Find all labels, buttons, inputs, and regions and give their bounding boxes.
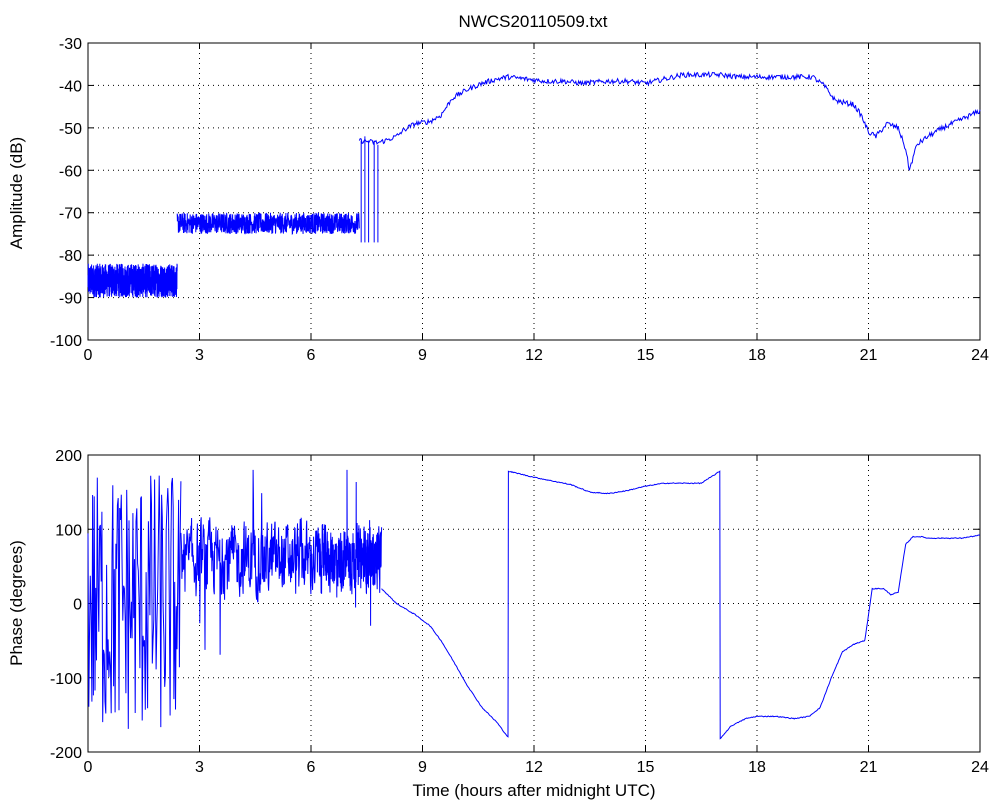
noisy-series-segment bbox=[87, 263, 178, 298]
y-tick-label: 0 bbox=[73, 597, 82, 614]
x-tick-label: 15 bbox=[637, 759, 655, 776]
x-tick-label: 6 bbox=[307, 347, 316, 364]
amplitude-axes: 0 3 6 9 12 15 18 21 24-100-90-80-70-60-50-40-30 … bbox=[7, 36, 989, 364]
y-tick-label: -70 bbox=[59, 206, 82, 223]
x-tick-label: 6 bbox=[307, 759, 316, 776]
figure-title: NWCS20110509.txt bbox=[459, 12, 608, 31]
phase-axes: 0 3 6 9 12 15 18 21 24 -200 -100 0 100 200 Phase (deg… bbox=[7, 448, 989, 800]
x-tick-label: 24 bbox=[971, 347, 989, 364]
y-tick-label: -80 bbox=[59, 248, 82, 265]
noisy-series-segment bbox=[176, 212, 360, 235]
y-tick-label: -90 bbox=[59, 291, 82, 308]
series-line bbox=[358, 70, 981, 171]
x-tick-label: 15 bbox=[637, 347, 655, 364]
x-tick-label: 0 bbox=[84, 759, 93, 776]
noisy-series-segment bbox=[180, 469, 319, 655]
phase-ticks: 0 3 6 9 12 15 18 21 24 -200 -100 0 100 200 bbox=[50, 448, 989, 776]
x-tick-label: 21 bbox=[860, 347, 878, 364]
x-tick-label: 21 bbox=[860, 759, 878, 776]
y-tick-label: -100 bbox=[50, 671, 82, 688]
y-tick-label: -50 bbox=[59, 121, 82, 138]
phase-grid bbox=[88, 455, 980, 752]
y-tick-label: -40 bbox=[59, 78, 82, 95]
y-tick-label: -100 bbox=[50, 333, 82, 350]
amplitude-grid bbox=[88, 43, 980, 340]
noisy-series-segment bbox=[87, 475, 182, 729]
y-tick-label: -30 bbox=[59, 36, 82, 53]
y-tick-label: 200 bbox=[55, 448, 82, 465]
noisy-series-segment bbox=[317, 469, 383, 626]
x-tick-label: 24 bbox=[971, 759, 989, 776]
x-tick-label: 9 bbox=[418, 759, 427, 776]
phase-ylabel: Phase (degrees) bbox=[7, 540, 26, 666]
amplitude-ylabel: Amplitude (dB) bbox=[7, 137, 26, 249]
y-tick-label: 100 bbox=[55, 522, 82, 539]
amplitude-ticks: 0 3 6 9 12 15 18 21 24 -100 -90 -80 -70 -60 -50 -40 -30 bbox=[50, 36, 989, 364]
y-tick-label: -200 bbox=[50, 745, 82, 762]
x-tick-label: 18 bbox=[748, 347, 766, 364]
phase-xlabel: Time (hours after midnight UTC) bbox=[412, 781, 655, 800]
amplitude-trace bbox=[87, 70, 981, 298]
x-tick-label: 9 bbox=[418, 347, 427, 364]
phase-trace bbox=[87, 469, 981, 740]
amplitude-plot-area bbox=[87, 42, 981, 341]
x-tick-label: 18 bbox=[748, 759, 766, 776]
series-line bbox=[381, 470, 981, 740]
y-tick-label: -60 bbox=[59, 163, 82, 180]
x-tick-label: 12 bbox=[525, 759, 543, 776]
x-tick-label: 3 bbox=[195, 759, 204, 776]
x-tick-label: 0 bbox=[84, 347, 93, 364]
x-tick-label: 12 bbox=[525, 347, 543, 364]
x-tick-label: 3 bbox=[195, 347, 204, 364]
